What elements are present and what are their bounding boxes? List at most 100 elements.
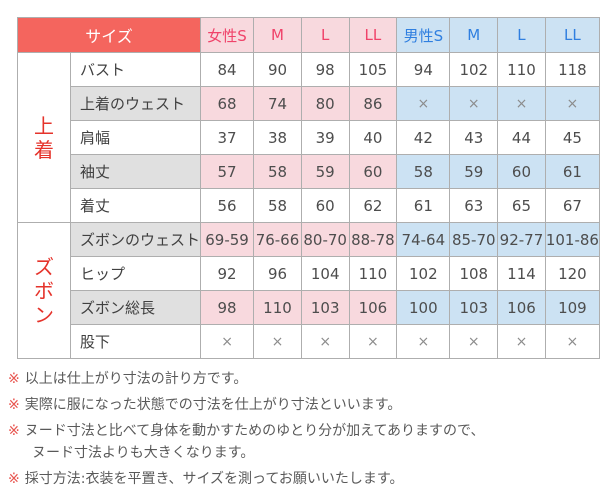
value-cell: 96: [253, 256, 302, 291]
value-cell: 58: [253, 154, 302, 189]
note-item: ※ ヌード寸法と比べて身体を動かすためのゆとり分が加えてありますので、ヌード寸法よ…: [8, 420, 594, 464]
female-size-header-2: L: [300, 17, 350, 53]
value-cell: 100: [396, 290, 451, 325]
not-applicable-cell: ×: [449, 324, 499, 359]
male-size-header-1: M: [449, 17, 499, 53]
value-cell: 61: [544, 154, 600, 189]
value-cell: 45: [544, 120, 600, 155]
row-label: 股下: [69, 324, 201, 359]
value-cell: 62: [348, 188, 398, 223]
notes-section: ※ 以上は仕上がり寸法の計り方です。 ※ 実際に服になった状態での寸法を仕上がり寸法と…: [8, 368, 594, 494]
value-cell: 80-70: [300, 222, 350, 257]
value-cell: 106: [497, 290, 546, 325]
not-applicable-cell: ×: [544, 324, 600, 359]
value-cell: 110: [497, 52, 546, 87]
value-cell: 118: [544, 52, 600, 87]
value-cell: 58: [253, 188, 302, 223]
value-cell: 92-77: [497, 222, 546, 257]
male-size-header-3: LL: [544, 17, 600, 53]
group-label-pants: ズボン: [17, 222, 71, 359]
note-item: ※ 以上は仕上がり寸法の計り方です。: [8, 368, 594, 390]
value-cell: 101-86: [544, 222, 600, 257]
value-cell: 74-64: [396, 222, 451, 257]
value-cell: 102: [396, 256, 451, 291]
value-cell: 85-70: [449, 222, 499, 257]
row-label: ズボン総長: [69, 290, 201, 325]
value-cell: 92: [199, 256, 255, 291]
value-cell: 60: [348, 154, 398, 189]
row-label: ズボンのウェスト: [69, 222, 201, 257]
value-cell: 110: [253, 290, 302, 325]
note-marker: ※: [8, 423, 20, 439]
value-cell: 103: [449, 290, 499, 325]
value-cell: 63: [449, 188, 499, 223]
value-cell: 98: [199, 290, 255, 325]
table-row: 股下 × × × × × × × ×: [18, 324, 600, 359]
male-size-header-0: 男性S: [396, 17, 451, 53]
female-size-header-0: 女性S: [199, 17, 255, 53]
header-row: サイズ 女性S M L LL 男性S M L LL: [17, 17, 600, 53]
value-cell: 114: [497, 256, 546, 291]
value-cell: 68: [199, 86, 255, 121]
value-cell: 39: [300, 120, 350, 155]
note-marker: ※: [8, 397, 20, 413]
value-cell: 37: [199, 120, 255, 155]
row-label: 着丈: [69, 188, 201, 223]
value-cell: 106: [348, 290, 398, 325]
value-cell: 60: [300, 188, 350, 223]
group-label-text: 上着: [33, 113, 54, 162]
value-cell: 61: [396, 188, 451, 223]
value-cell: 58: [396, 154, 451, 189]
value-cell: 103: [300, 290, 350, 325]
value-cell: 57: [199, 154, 255, 189]
value-cell: 60: [497, 154, 546, 189]
value-cell: 56: [199, 188, 255, 223]
not-applicable-cell: ×: [396, 324, 451, 359]
value-cell: 88-78: [348, 222, 398, 257]
not-applicable-cell: ×: [396, 86, 451, 121]
not-applicable-cell: ×: [348, 324, 398, 359]
value-cell: 120: [544, 256, 600, 291]
value-cell: 59: [300, 154, 350, 189]
not-applicable-cell: ×: [497, 86, 546, 121]
table-row: 上着のウェスト 68 74 80 86 × × × ×: [18, 86, 600, 121]
value-cell: 76-66: [253, 222, 302, 257]
value-cell: 94: [396, 52, 451, 87]
value-cell: 108: [449, 256, 499, 291]
note-marker: ※: [8, 471, 20, 487]
table-row: ズボン総長 98 110 103 106 100 103 106 109: [18, 290, 600, 325]
size-header-cell: サイズ: [17, 17, 201, 53]
row-label: ヒップ: [69, 256, 201, 291]
value-cell: 67: [544, 188, 600, 223]
size-table: サイズ 女性S M L LL 男性S M L LL 上着バスト 84 90 98 105 94 102 11…: [17, 17, 600, 359]
note-text: ※ 実際に服になった状態での寸法を仕上がり寸法といいます。: [8, 397, 402, 413]
note-continuation: ヌード寸法よりも大きくなります。: [32, 445, 255, 461]
female-size-header-3: LL: [348, 17, 398, 53]
table-row: 着丈 56 58 60 62 61 63 65 67: [18, 188, 600, 223]
value-cell: 38: [253, 120, 302, 155]
value-cell: 102: [449, 52, 499, 87]
value-cell: 109: [544, 290, 600, 325]
group-label-text: ズボン: [33, 254, 54, 327]
note-item: ※ 実際に服になった状態での寸法を仕上がり寸法といいます。: [8, 394, 594, 416]
value-cell: 40: [348, 120, 398, 155]
group-label-jacket: 上着: [17, 52, 71, 223]
not-applicable-cell: ×: [544, 86, 600, 121]
not-applicable-cell: ×: [253, 324, 302, 359]
value-cell: 90: [253, 52, 302, 87]
row-label: 上着のウェスト: [69, 86, 201, 121]
value-cell: 105: [348, 52, 398, 87]
not-applicable-cell: ×: [199, 324, 255, 359]
not-applicable-cell: ×: [497, 324, 546, 359]
table-row: 袖丈 57 58 59 60 58 59 60 61: [18, 154, 600, 189]
note-text: ※ ヌード寸法と比べて身体を動かすためのゆとり分が加えてありますので、: [8, 423, 485, 439]
row-label: 肩幅: [69, 120, 201, 155]
table-row: 肩幅 37 38 39 40 42 43 44 45: [18, 120, 600, 155]
value-cell: 44: [497, 120, 546, 155]
value-cell: 86: [348, 86, 398, 121]
value-cell: 80: [300, 86, 350, 121]
value-cell: 59: [449, 154, 499, 189]
note-text: ※ 以上は仕上がり寸法の計り方です。: [8, 371, 248, 387]
value-cell: 65: [497, 188, 546, 223]
